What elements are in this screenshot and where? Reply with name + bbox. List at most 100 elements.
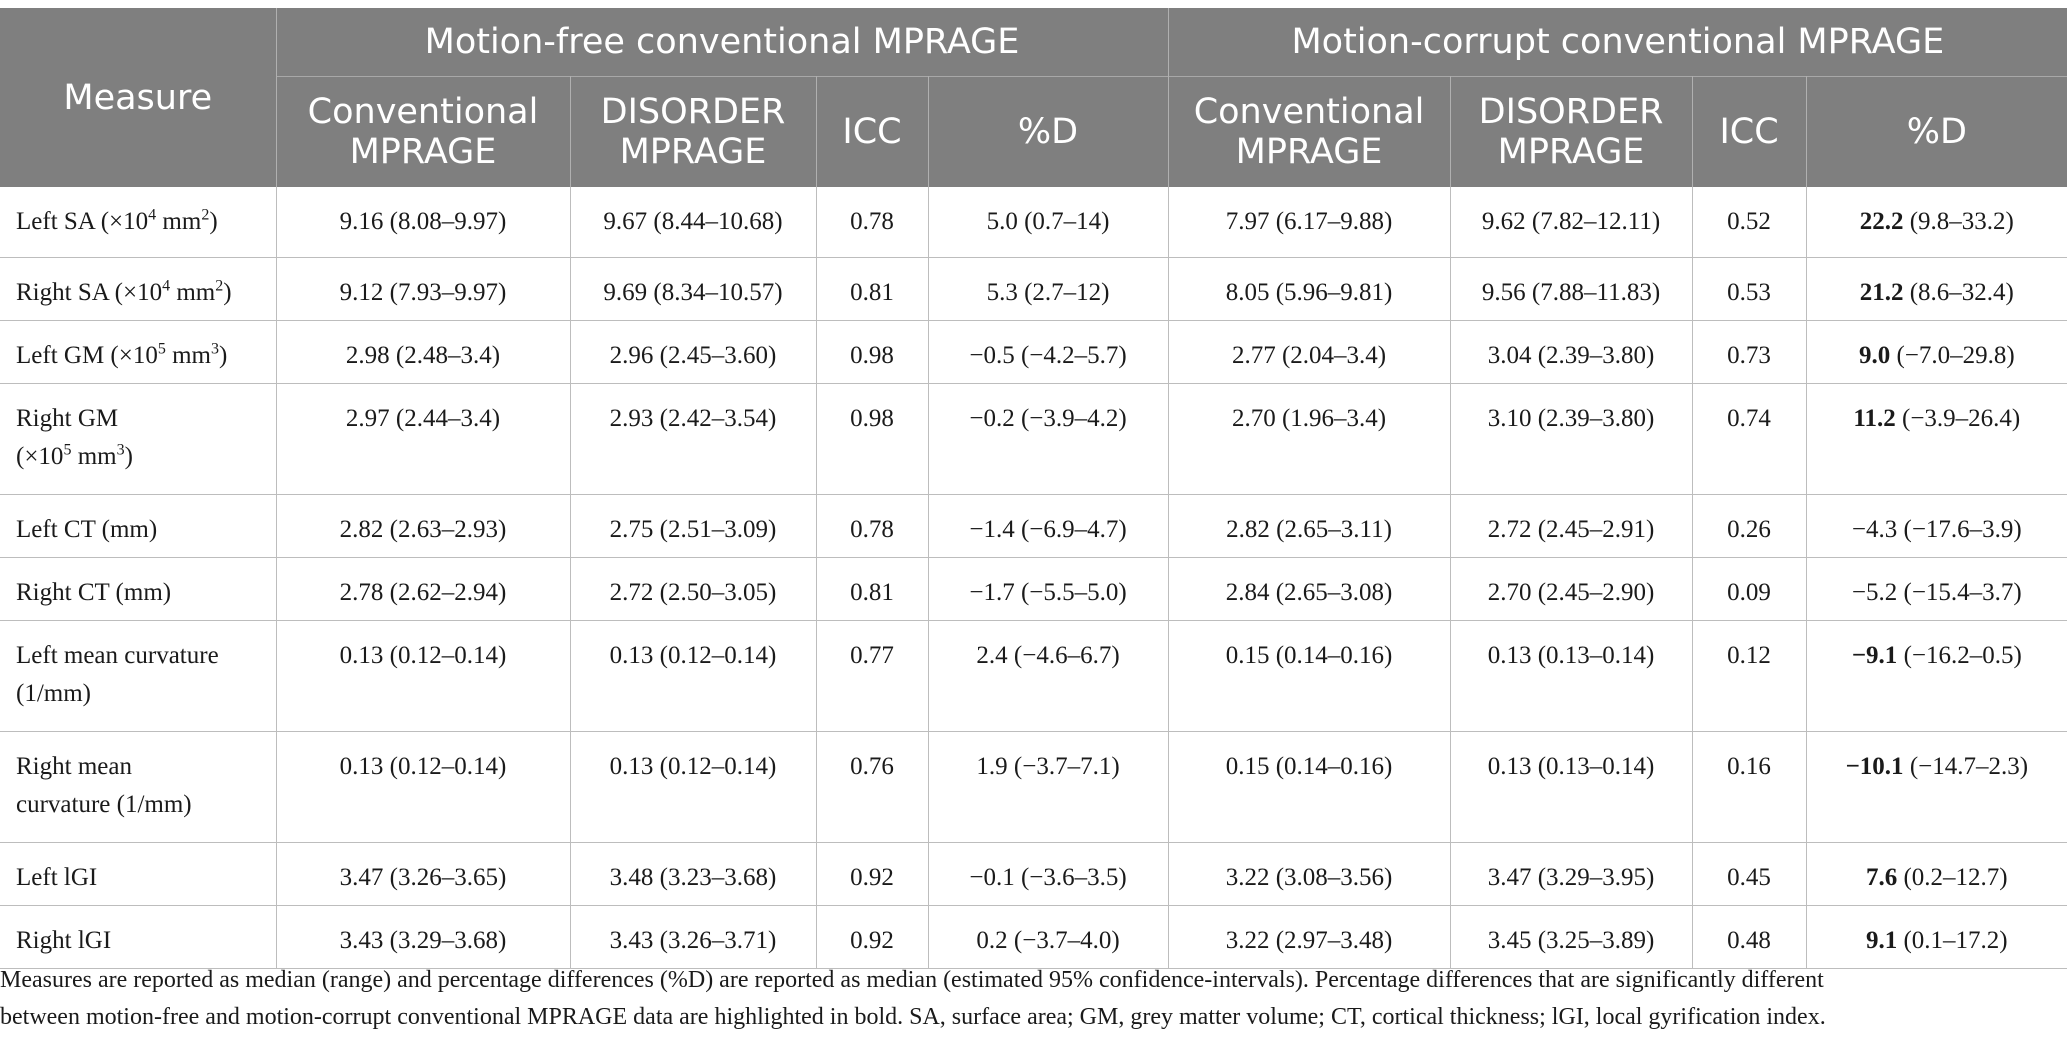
cell-corrupt-pd: −4.3 (−17.6–3.9) (1805, 494, 2067, 558)
significant-value: 9.1 (1865, 927, 1898, 954)
cell-free-icc: 0.81 (815, 257, 928, 321)
measure-text: mm (156, 208, 202, 235)
cell-corrupt-icc: 0.53 (1691, 257, 1807, 321)
table-row: Left lGI 3.47 (3.26–3.65) 3.48 (3.23–3.6… (0, 842, 2067, 906)
cell-corrupt-icc: 0.48 (1691, 905, 1807, 969)
superscript: 2 (201, 206, 210, 224)
header-corrupt-disorder: DISORDER MPRAGE (1449, 76, 1693, 187)
cell-free-conventional: 9.16 (8.08–9.97) (275, 187, 570, 258)
significant-value: 7.6 (1865, 864, 1898, 891)
cell-free-icc: 0.78 (815, 494, 928, 558)
cell-free-icc: 0.98 (815, 383, 928, 495)
cell-free-conventional: 2.97 (2.44–3.4) (275, 383, 570, 495)
header-free-conventional: Conventional MPRAGE (275, 76, 571, 187)
cell-free-disorder: 2.72 (2.50–3.05) (569, 557, 816, 621)
cell-corrupt-pd: 9.0 (−7.0–29.8) (1805, 320, 2067, 384)
measure-text: curvature (1/mm) (16, 791, 192, 818)
table-row: Left mean curvature (1/mm) 0.13 (0.12–0.1… (0, 620, 2067, 732)
ci-text: (−3.9–26.4) (1895, 405, 2021, 432)
header-line: MPRAGE (349, 132, 497, 172)
measure-text: ) (223, 279, 232, 306)
header-line: Conventional (1193, 92, 1425, 132)
cell-corrupt-icc: 0.52 (1691, 187, 1807, 258)
cell-corrupt-icc: 0.73 (1691, 320, 1807, 384)
ci-text: (0.1–17.2) (1897, 927, 2008, 954)
cell-free-disorder: 2.75 (2.51–3.09) (569, 494, 816, 558)
cell-free-icc: 0.92 (815, 842, 928, 906)
cell-measure: Left lGI (0, 842, 276, 906)
cell-free-disorder: 0.13 (0.12–0.14) (569, 620, 816, 732)
superscript: 5 (157, 340, 166, 358)
header-corrupt-icc: ICC (1691, 76, 1807, 187)
header-row-columns: Conventional MPRAGE DISORDER MPRAGE ICC %D… (0, 76, 2067, 187)
cell-free-pd: 1.9 (−3.7–7.1) (927, 731, 1169, 843)
cell-corrupt-pd: 11.2 (−3.9–26.4) (1805, 383, 2067, 495)
cell-free-icc: 0.98 (815, 320, 928, 384)
header-line: MPRAGE (1235, 132, 1383, 172)
cell-free-pd: −1.7 (−5.5–5.0) (927, 557, 1169, 621)
cell-corrupt-icc: 0.09 (1691, 557, 1807, 621)
footnote-line: between motion-free and motion-corrupt c… (0, 1004, 1826, 1030)
significant-value: −10.1 (1845, 753, 1904, 780)
measure-text: Left mean curvature (16, 642, 219, 669)
measure-text: Left GM (×10 (16, 342, 158, 369)
cell-free-conventional: 2.98 (2.48–3.4) (275, 320, 570, 384)
significant-value: 11.2 (1853, 405, 1896, 432)
cell-free-pd: 0.2 (−3.7–4.0) (927, 905, 1169, 969)
measure-text: Right SA (×10 (16, 279, 163, 306)
cell-free-icc: 0.76 (815, 731, 928, 843)
header-free-pd: %D (927, 76, 1169, 187)
footnote-line: Measures are reported as median (range) … (0, 967, 1824, 993)
cell-corrupt-disorder: 2.70 (2.45–2.90) (1449, 557, 1693, 621)
header-group-motion-free: Motion-free conventional MPRAGE (275, 8, 1169, 77)
cell-free-icc: 0.92 (815, 905, 928, 969)
cell-free-icc: 0.81 (815, 557, 928, 621)
cell-free-pd: −1.4 (−6.9–4.7) (927, 494, 1169, 558)
significant-value: 21.2 (1859, 279, 1904, 306)
measure-text: ) (209, 208, 218, 235)
cell-corrupt-pd: −10.1 (−14.7–2.3) (1805, 731, 2067, 843)
cell-measure: Right GM (×105 mm3) (0, 383, 276, 495)
header-free-disorder: DISORDER MPRAGE (569, 76, 817, 187)
cell-free-disorder: 2.93 (2.42–3.54) (569, 383, 816, 495)
cell-free-conventional: 9.12 (7.93–9.97) (275, 257, 570, 321)
cell-measure: Right CT (mm) (0, 557, 276, 621)
table-row: Left CT (mm) 2.82 (2.63–2.93) 2.75 (2.51… (0, 494, 2067, 558)
table-row: Right SA (×104 mm2) 9.12 (7.93–9.97) 9.6… (0, 257, 2067, 321)
cell-corrupt-pd: 9.1 (0.1–17.2) (1805, 905, 2067, 969)
cell-free-disorder: 3.48 (3.23–3.68) (569, 842, 816, 906)
header-line: DISORDER (1478, 92, 1664, 132)
cell-measure: Right mean curvature (1/mm) (0, 731, 276, 843)
cell-free-disorder: 2.96 (2.45–3.60) (569, 320, 816, 384)
cell-measure: Right SA (×104 mm2) (0, 257, 276, 321)
header-line: Conventional (307, 92, 539, 132)
cell-corrupt-disorder: 2.72 (2.45–2.91) (1449, 494, 1693, 558)
header-group-motion-corrupt: Motion-corrupt conventional MPRAGE (1167, 8, 2067, 77)
cell-corrupt-conventional: 3.22 (2.97–3.48) (1167, 905, 1451, 969)
cell-free-disorder: 0.13 (0.12–0.14) (569, 731, 816, 843)
measure-text: Right GM (16, 405, 119, 432)
cell-corrupt-pd: 7.6 (0.2–12.7) (1805, 842, 2067, 906)
ci-text: (−7.0–29.8) (1890, 342, 2015, 369)
cell-free-pd: −0.5 (−4.2–5.7) (927, 320, 1169, 384)
measure-text: mm (165, 342, 212, 369)
ci-text: (−14.7–2.3) (1903, 753, 2029, 780)
superscript: 4 (148, 206, 157, 224)
cell-corrupt-disorder: 3.45 (3.25–3.89) (1449, 905, 1693, 969)
cell-free-icc: 0.77 (815, 620, 928, 732)
cell-corrupt-icc: 0.26 (1691, 494, 1807, 558)
cell-measure: Left GM (×105 mm3) (0, 320, 276, 384)
cell-corrupt-disorder: 9.56 (7.88–11.83) (1449, 257, 1693, 321)
cell-corrupt-pd: 22.2 (9.8–33.2) (1805, 187, 2067, 258)
cell-corrupt-disorder: 0.13 (0.13–0.14) (1449, 620, 1693, 732)
ci-text: (9.8–33.2) (1903, 208, 2014, 235)
header-row-groups: Measure Motion-free conventional MPRAGE … (0, 8, 2067, 187)
cell-corrupt-disorder: 3.47 (3.29–3.95) (1449, 842, 1693, 906)
cell-measure: Left CT (mm) (0, 494, 276, 558)
cell-measure: Left mean curvature (1/mm) (0, 620, 276, 732)
cell-corrupt-conventional: 0.15 (0.14–0.16) (1167, 620, 1451, 732)
superscript: 4 (162, 277, 171, 295)
measure-text: Right mean (16, 753, 132, 780)
cell-corrupt-pd: −9.1 (−16.2–0.5) (1805, 620, 2067, 732)
cell-corrupt-icc: 0.16 (1691, 731, 1807, 843)
